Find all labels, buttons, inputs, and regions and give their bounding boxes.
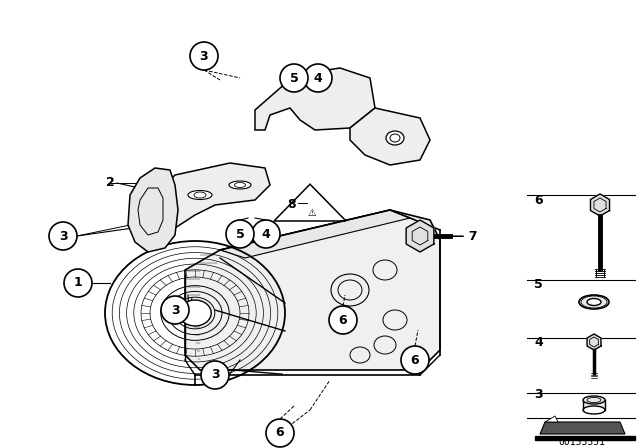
- Ellipse shape: [229, 181, 251, 189]
- Ellipse shape: [579, 295, 609, 309]
- Polygon shape: [185, 210, 440, 370]
- Circle shape: [64, 269, 92, 297]
- Ellipse shape: [583, 406, 605, 414]
- Text: 6: 6: [339, 314, 348, 327]
- Text: 3: 3: [534, 388, 543, 401]
- Circle shape: [190, 42, 218, 70]
- Text: 3: 3: [59, 229, 67, 242]
- Polygon shape: [350, 108, 430, 165]
- Polygon shape: [540, 422, 625, 434]
- Polygon shape: [591, 194, 609, 216]
- Text: 3: 3: [171, 303, 179, 316]
- Circle shape: [304, 64, 332, 92]
- Text: 2: 2: [106, 177, 115, 190]
- Polygon shape: [255, 68, 375, 130]
- Polygon shape: [150, 163, 270, 228]
- Text: 4: 4: [534, 336, 543, 349]
- Ellipse shape: [188, 190, 212, 199]
- Text: 6: 6: [276, 426, 284, 439]
- Text: 4: 4: [314, 72, 323, 85]
- Text: 1: 1: [74, 276, 83, 289]
- Text: ⚠: ⚠: [308, 208, 316, 218]
- Text: 8: 8: [288, 198, 296, 211]
- Ellipse shape: [179, 300, 211, 326]
- Polygon shape: [583, 400, 605, 410]
- Text: 00153551: 00153551: [559, 437, 605, 447]
- Ellipse shape: [386, 131, 404, 145]
- Circle shape: [329, 306, 357, 334]
- Polygon shape: [406, 220, 434, 252]
- Text: 5: 5: [534, 277, 543, 290]
- Ellipse shape: [587, 298, 601, 306]
- Circle shape: [266, 419, 294, 447]
- Circle shape: [401, 346, 429, 374]
- Text: 5: 5: [290, 72, 298, 85]
- Text: 4: 4: [262, 228, 270, 241]
- Circle shape: [252, 220, 280, 248]
- Polygon shape: [545, 416, 558, 422]
- Polygon shape: [535, 436, 635, 440]
- Text: — 7: — 7: [452, 229, 477, 242]
- Text: 6: 6: [411, 353, 419, 366]
- Polygon shape: [128, 168, 178, 252]
- Circle shape: [226, 220, 254, 248]
- Polygon shape: [220, 210, 410, 258]
- Text: 6: 6: [534, 194, 543, 207]
- Text: 3: 3: [211, 369, 220, 382]
- Text: 3: 3: [200, 49, 208, 63]
- Text: 5: 5: [236, 228, 244, 241]
- Circle shape: [201, 361, 229, 389]
- Circle shape: [49, 222, 77, 250]
- Circle shape: [161, 296, 189, 324]
- Circle shape: [280, 64, 308, 92]
- Ellipse shape: [583, 396, 605, 404]
- Polygon shape: [587, 334, 601, 350]
